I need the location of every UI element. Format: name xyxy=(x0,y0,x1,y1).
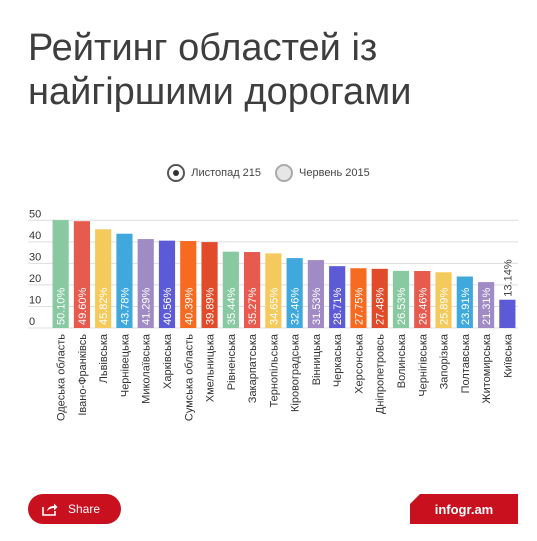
bar[interactable] xyxy=(329,266,346,328)
share-label: Share xyxy=(68,502,101,516)
data-label: 39.89% xyxy=(205,287,217,325)
y-axis: 0 10 20 30 40 50 xyxy=(29,208,41,328)
bar-series: 50.10% 49.60% 45.82% 43.78% 41.29% 40.56% 40.3… xyxy=(52,220,516,328)
data-label: 43.78% xyxy=(119,287,131,325)
bar[interactable] xyxy=(265,253,282,328)
data-label: 40.56% xyxy=(162,287,174,325)
bar[interactable] xyxy=(286,258,303,328)
bar[interactable] xyxy=(222,251,239,328)
bar[interactable] xyxy=(95,229,112,328)
y-tick-label: 0 xyxy=(29,316,35,328)
data-label: 26.53% xyxy=(396,287,408,325)
radio-unselected-icon[interactable] xyxy=(275,164,294,182)
bar[interactable] xyxy=(158,240,176,328)
x-tick-label: Харківська xyxy=(162,333,174,389)
data-label: 34.65% xyxy=(268,287,280,325)
bar[interactable] xyxy=(137,239,154,328)
x-tick-label: Львівська xyxy=(98,333,110,383)
bar[interactable] xyxy=(499,299,516,328)
data-label: 50.10% xyxy=(56,287,68,325)
data-label: 40.39% xyxy=(183,287,195,325)
y-tick-label: 10 xyxy=(29,294,41,306)
bar[interactable] xyxy=(180,241,197,328)
x-tick-label: Житомирська xyxy=(481,333,493,403)
bar[interactable] xyxy=(307,260,324,328)
y-tick-label: 50 xyxy=(29,208,41,220)
data-label: 35.44% xyxy=(226,287,238,325)
bar[interactable] xyxy=(350,268,367,328)
bar[interactable] xyxy=(52,220,69,328)
x-tick-label: Полтавська xyxy=(460,333,472,393)
data-label: 31.53% xyxy=(311,287,323,325)
share-arrow-icon xyxy=(42,503,58,516)
x-tick-label: Чернігівська xyxy=(417,333,429,397)
data-label: 26.46% xyxy=(417,287,429,325)
data-label: 23.91% xyxy=(460,287,472,325)
x-tick-label: Чернівецька xyxy=(119,333,131,397)
bar[interactable] xyxy=(73,221,90,328)
infogram-logo[interactable]: infogr.am xyxy=(410,494,518,524)
x-tick-label: Дніпропетровсь xyxy=(375,334,387,414)
y-tick-label: 30 xyxy=(29,251,41,263)
x-tick-label: Івано-Франківсь xyxy=(77,334,89,416)
bar[interactable] xyxy=(116,233,133,328)
legend-item-cherven[interactable]: Червень 2015 xyxy=(275,164,370,182)
x-tick-label: Кіровоградська xyxy=(290,333,302,412)
x-tick-label: Черкаська xyxy=(332,333,344,387)
x-tick-label: Волинська xyxy=(396,333,408,388)
legend-item-listopad[interactable]: Листопад 215 xyxy=(167,164,261,182)
x-tick-label: Одеська область xyxy=(56,334,68,421)
share-button[interactable]: Share xyxy=(28,494,121,524)
data-label: 27.75% xyxy=(353,287,365,325)
data-label: 41.29% xyxy=(141,287,153,325)
y-tick-label: 20 xyxy=(29,273,41,285)
x-tick-label: Закарпатська xyxy=(247,333,259,403)
data-label: 45.82% xyxy=(98,287,110,325)
bar[interactable] xyxy=(371,268,388,328)
bar[interactable] xyxy=(478,282,495,328)
bar[interactable] xyxy=(201,242,218,328)
legend-label: Червень 2015 xyxy=(299,167,370,179)
data-label: 27.48% xyxy=(375,287,387,325)
data-label: 13.14% xyxy=(502,259,514,297)
x-axis: Одеська область Івано-Франківсь Львівська Ч… xyxy=(56,333,515,421)
bar[interactable] xyxy=(392,270,410,328)
data-label: 21.31% xyxy=(481,287,493,325)
data-label: 49.60% xyxy=(77,287,89,325)
bar[interactable] xyxy=(435,272,452,328)
data-label: 35.27% xyxy=(247,287,259,325)
x-tick-label: Вінницька xyxy=(311,333,323,385)
radio-selected-icon[interactable] xyxy=(167,164,186,182)
bar[interactable] xyxy=(414,271,431,328)
x-tick-label: Запорізька xyxy=(439,333,451,389)
y-tick-label: 40 xyxy=(29,230,41,242)
bar[interactable] xyxy=(456,276,473,328)
x-tick-label: Тернопільська xyxy=(268,333,280,407)
data-label: 28.71% xyxy=(332,287,344,325)
x-tick-label: Рівненська xyxy=(226,333,238,390)
legend-label: Листопад 215 xyxy=(191,167,262,179)
chart-title: Рейтинг областей із найгіршими дорогами xyxy=(28,27,412,113)
x-tick-label: Херсонська xyxy=(353,333,365,394)
data-label: 25.89% xyxy=(439,287,451,325)
x-tick-label: Київська xyxy=(502,333,514,378)
x-tick-label: Сумська область xyxy=(183,334,195,421)
data-label: 32.46% xyxy=(290,287,302,325)
chart-legend: Листопад 215 Червень 2015 xyxy=(0,160,537,186)
x-tick-label: Миколаївська xyxy=(141,333,153,404)
bar-chart: 0 10 20 30 40 50 50.10% 49.60% 45.82% 43.78% 41.2… xyxy=(28,208,518,421)
bar[interactable] xyxy=(244,252,261,328)
x-tick-label: Хмельницька xyxy=(205,333,217,402)
